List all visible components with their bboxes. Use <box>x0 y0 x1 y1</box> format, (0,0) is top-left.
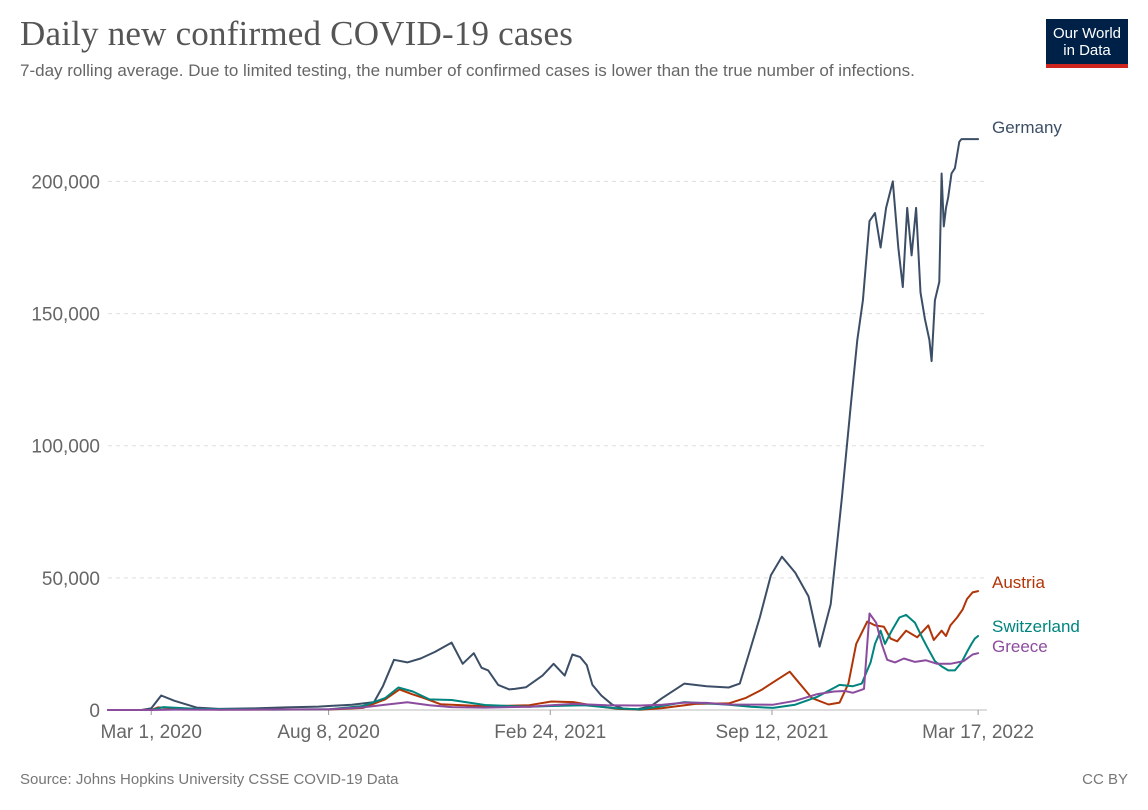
series-label-switzerland[interactable]: Switzerland <box>992 617 1080 636</box>
license-link[interactable]: CC BY <box>1082 771 1128 788</box>
owid-logo[interactable]: Our World in Data <box>1046 19 1128 68</box>
y-tick-label: 200,000 <box>31 172 100 193</box>
series-line-austria[interactable] <box>107 590 980 711</box>
series-line-switzerland[interactable] <box>107 613 980 711</box>
series-label-germany[interactable]: Germany <box>992 118 1062 137</box>
logo-line-1: Our World <box>1052 25 1122 42</box>
label-layer: 0 50,000 100,000 150,000 200,000 Mar 1, 2020 A… <box>31 118 1080 743</box>
x-tick-label: Feb 24, 2021 <box>494 722 606 743</box>
x-tick-label: Aug 8, 2020 <box>277 722 379 743</box>
series-label-greece[interactable]: Greece <box>992 637 1048 656</box>
grid-layer <box>108 180 987 715</box>
chart-title: Daily new confirmed COVID-19 cases <box>20 14 574 53</box>
y-tick-label: 50,000 <box>42 569 100 590</box>
source-note[interactable]: Source: Johns Hopkins University CSSE CO… <box>20 771 399 788</box>
x-tick-label: Sep 12, 2021 <box>715 722 828 743</box>
logo-line-2: in Data <box>1063 42 1111 59</box>
x-tick-label: Mar 1, 2020 <box>101 722 202 743</box>
y-tick-label: 100,000 <box>31 437 100 458</box>
series-line-germany[interactable] <box>107 138 980 711</box>
x-tick-label: Mar 17, 2022 <box>922 722 1034 743</box>
y-tick-label: 150,000 <box>31 305 100 326</box>
series-label-austria[interactable]: Austria <box>992 573 1045 592</box>
series-line-greece[interactable] <box>107 612 980 711</box>
series-layer <box>107 138 980 711</box>
y-tick-label: 0 <box>89 701 100 722</box>
chart-subtitle: 7-day rolling average. Due to limited te… <box>20 61 915 80</box>
